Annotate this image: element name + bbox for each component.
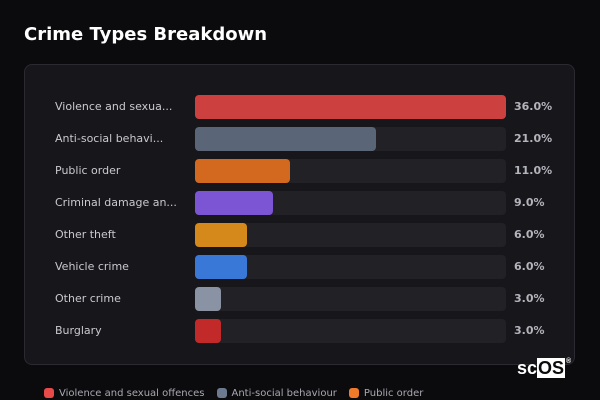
bar-row: Vehicle crime 6.0% — [25, 255, 574, 279]
bar-row: Burglary 3.0% — [25, 319, 574, 343]
legend-item[interactable]: Anti-social behaviour — [216, 386, 337, 400]
legend-swatch-icon — [44, 388, 54, 398]
bar-label: Other crime — [55, 292, 121, 305]
bar-track — [195, 255, 506, 279]
bar-track — [195, 159, 506, 183]
bar-fill — [195, 191, 273, 215]
logo-os: OS — [537, 358, 566, 378]
bar-fill — [195, 287, 221, 311]
bar-row: Violence and sexua... 36.0% — [25, 95, 574, 119]
bar-row: Anti-social behavi... 21.0% — [25, 127, 574, 151]
bar-fill — [195, 255, 247, 279]
bar-value: 36.0% — [514, 100, 553, 113]
logo-sc: sc — [517, 358, 538, 378]
chart-legend: Violence and sexual offences Anti-social … — [44, 386, 423, 400]
bar-fill — [195, 223, 247, 247]
bar-label: Other theft — [55, 228, 116, 241]
bar-track — [195, 191, 506, 215]
legend-label: Anti-social behaviour — [231, 387, 337, 399]
bar-row: Other crime 3.0% — [25, 287, 574, 311]
bar-label: Vehicle crime — [55, 260, 129, 273]
bar-value: 6.0% — [514, 260, 545, 273]
bar-value: 11.0% — [514, 164, 553, 177]
bar-value: 6.0% — [514, 228, 545, 241]
bar-row: Public order 11.0% — [25, 159, 574, 183]
bar-track — [195, 287, 506, 311]
bar-track — [195, 127, 506, 151]
chart-title: Crime Types Breakdown — [24, 24, 268, 45]
bar-fill — [195, 95, 506, 119]
logo-registered: ® — [566, 358, 572, 365]
bar-value: 3.0% — [514, 292, 545, 305]
legend-label: Violence and sexual offences — [59, 387, 205, 399]
bar-value: 3.0% — [514, 324, 545, 337]
bar-track — [195, 95, 506, 119]
bar-label: Burglary — [55, 324, 102, 337]
bar-value: 21.0% — [514, 132, 553, 145]
bar-label: Violence and sexua... — [55, 100, 173, 113]
bar-value: 9.0% — [514, 196, 545, 209]
bar-label: Criminal damage an... — [55, 196, 177, 209]
bar-fill — [195, 127, 377, 151]
bar-row: Criminal damage an... 9.0% — [25, 191, 574, 215]
bar-fill — [195, 159, 291, 183]
chart-card: Violence and sexua... 36.0% Anti-social be… — [24, 64, 575, 365]
legend-swatch-icon — [348, 388, 359, 398]
bar-row: Other theft 6.0% — [25, 223, 574, 247]
legend-swatch-icon — [216, 388, 227, 398]
scos-logo: sc OS ® — [517, 358, 571, 378]
bar-fill — [195, 319, 221, 343]
bar-track — [195, 223, 506, 247]
bar-track — [195, 319, 506, 343]
legend-item[interactable]: Violence and sexual offences — [44, 386, 205, 400]
bar-label: Anti-social behavi... — [55, 132, 164, 145]
bar-label: Public order — [55, 164, 121, 177]
legend-item[interactable]: Public order — [348, 386, 424, 400]
legend-label: Public order — [363, 387, 424, 399]
